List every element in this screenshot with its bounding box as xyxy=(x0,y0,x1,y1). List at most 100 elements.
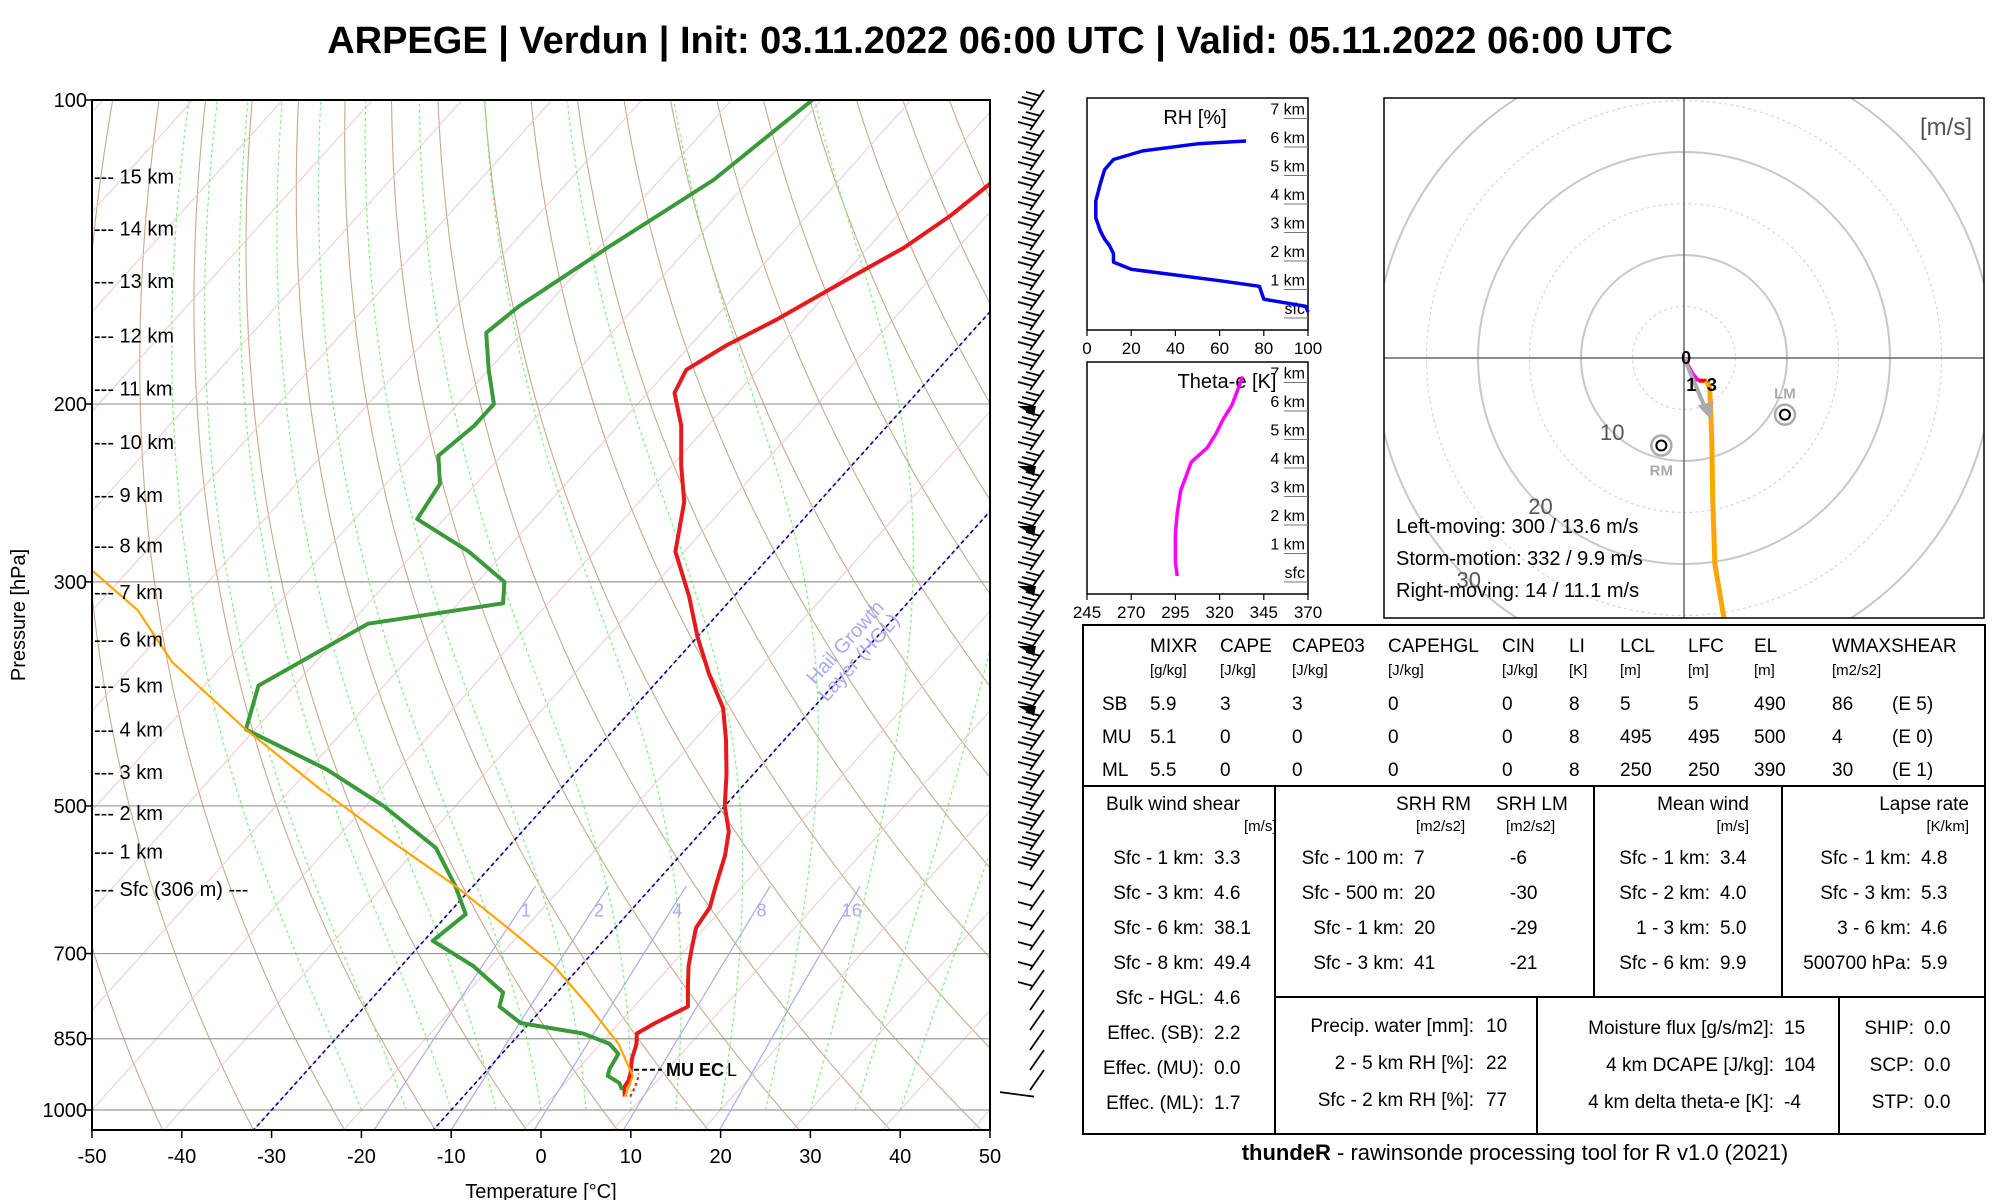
wind-barb-flag xyxy=(1017,841,1034,847)
wind-barb-flag xyxy=(1017,701,1034,707)
wind-barb xyxy=(1017,89,1045,111)
wind-barb-flag xyxy=(1017,441,1034,447)
x-tick-label: -20 xyxy=(347,1146,376,1168)
moist-adiabat-line xyxy=(854,646,990,1111)
composite-label: SHIP: xyxy=(1864,1018,1914,1039)
isotherm-line xyxy=(92,100,463,513)
wind-barb-flag xyxy=(1017,121,1034,127)
wind-barb-flag xyxy=(1025,191,1042,197)
wind-barb-flag xyxy=(1025,431,1042,437)
mean-wind-value: 9.9 xyxy=(1720,953,1747,974)
wind-barb xyxy=(1017,949,1045,971)
param-value: 5.1 xyxy=(1150,727,1177,748)
bulk-shear-label: Sfc - 3 km: xyxy=(1113,883,1204,904)
mean-wind-value: 4.0 xyxy=(1720,883,1747,904)
wind-barb-flag xyxy=(1021,556,1038,562)
lapse-rate-value: 5.9 xyxy=(1921,953,1948,974)
wind-barb xyxy=(1017,689,1045,716)
height-level-label: --- 12 km xyxy=(94,325,174,347)
parameters-table: MIXR CAPE CAPE03 CAPEHGL CIN LI LCL LFC EL WMAXSH… xyxy=(1082,624,1986,1135)
wind-barb-staff xyxy=(1029,1069,1045,1091)
wind-barb-flag xyxy=(1021,416,1038,422)
height-level-label: --- 7 km xyxy=(94,582,163,604)
theta-e-x-tick-label: 370 xyxy=(1294,603,1322,622)
wind-barb-flag xyxy=(1017,401,1034,407)
x-tick-label: -10 xyxy=(437,1146,466,1168)
theta-e-height-label: 3 km xyxy=(1270,480,1305,497)
wind-barb xyxy=(1017,849,1045,871)
srh-label: Sfc - 3 km: xyxy=(1313,953,1404,974)
wind-barb-flag xyxy=(1025,571,1042,577)
wind-barb-flag xyxy=(1021,576,1038,582)
wind-barb-flag xyxy=(1017,881,1034,887)
wind-barb-flag xyxy=(1021,376,1038,382)
wind-barb-flag xyxy=(1017,421,1034,427)
wind-barb-flag xyxy=(1021,136,1038,142)
isotherm-line xyxy=(163,211,990,1130)
height-level-label: --- 8 km xyxy=(94,535,163,557)
isotherm-line xyxy=(701,809,990,1130)
chart-title: ARPEGE | Verdun | Init: 03.11.2022 06:00… xyxy=(327,20,1673,62)
srh-lm-unit: [m2/s2] xyxy=(1506,818,1556,835)
wind-barb-flag xyxy=(1025,91,1042,97)
flux-label: 4 km delta theta-e [K]: xyxy=(1588,1092,1774,1113)
wind-barb-flag xyxy=(1021,356,1038,362)
wind-barb xyxy=(1017,309,1045,331)
param-unit: [g/kg] xyxy=(1150,662,1187,679)
wind-barb-flag xyxy=(1025,551,1042,557)
wind-barb-flag xyxy=(1017,681,1034,687)
mixing-ratio-line xyxy=(533,885,687,1130)
height-level-label: --- 1 km xyxy=(94,842,163,864)
bulk-shear-label: Sfc - HGL: xyxy=(1115,988,1204,1009)
mean-wind-title: Mean wind xyxy=(1657,794,1749,815)
flux-value: -4 xyxy=(1784,1092,1801,1113)
wind-barb-flag xyxy=(1021,656,1038,662)
dry-adiabat-line xyxy=(295,100,619,1130)
mean-wind-label: Sfc - 1 km: xyxy=(1619,848,1710,869)
wind-barb-flag xyxy=(1021,236,1038,242)
param-header: LFC xyxy=(1688,636,1724,657)
theta-e-height-label: sfc xyxy=(1285,565,1305,582)
wind-barb xyxy=(1029,989,1045,1011)
dewpoint-line xyxy=(243,100,814,1091)
param-row-label: SB xyxy=(1102,694,1128,715)
param-value: 86 xyxy=(1832,694,1854,715)
bulk-shear-value: 4.6 xyxy=(1214,883,1241,904)
wind-barb-flag xyxy=(1017,601,1034,607)
wind-barb xyxy=(1017,249,1045,271)
hodograph-segment-upper xyxy=(1704,379,1727,618)
wind-barb-flag xyxy=(1017,201,1034,207)
param-value: 490 xyxy=(1754,694,1786,715)
composite-value: 0.0 xyxy=(1924,1055,1951,1076)
skewt-x-label: Temperature [°C] xyxy=(465,1181,616,1200)
wind-barb-flag xyxy=(1025,671,1042,677)
wind-barb-flag xyxy=(1017,641,1034,647)
wind-barb xyxy=(1017,169,1045,191)
wind-barbs xyxy=(999,89,1045,1098)
bulk-shear-value: 49.4 xyxy=(1214,953,1251,974)
wind-barb xyxy=(1029,1069,1045,1091)
hodograph-height-label: 1 xyxy=(1686,375,1696,395)
wind-barb-flag xyxy=(1021,396,1038,402)
wind-barb-staff xyxy=(1029,989,1045,1011)
srh-label: Sfc - 100 m: xyxy=(1301,848,1404,869)
storm-vector-marker xyxy=(1773,403,1797,426)
wind-barb-flag xyxy=(1017,501,1034,507)
wind-barb-flag xyxy=(1021,836,1038,842)
param-row-label: MU xyxy=(1102,727,1132,748)
theta-e-x-tick-label: 320 xyxy=(1205,603,1233,622)
wind-barb xyxy=(1017,969,1045,991)
dry-adiabat-line xyxy=(716,100,990,688)
height-level-label: --- 2 km xyxy=(94,803,163,825)
y-tick-label: 1000 xyxy=(43,1100,88,1122)
param-value: (E 5) xyxy=(1892,694,1934,715)
wind-barb-flag xyxy=(1017,781,1034,787)
wind-barb xyxy=(1017,569,1045,596)
wind-barb-flag xyxy=(1021,256,1038,262)
rh-height-label: 5 km xyxy=(1270,159,1305,176)
wind-barb-flag xyxy=(1017,381,1034,387)
lapse-rate-unit: [K/km] xyxy=(1926,818,1969,835)
wind-barb-staff xyxy=(1029,1049,1045,1071)
lapse-rate-label: Sfc - 3 km: xyxy=(1820,883,1911,904)
